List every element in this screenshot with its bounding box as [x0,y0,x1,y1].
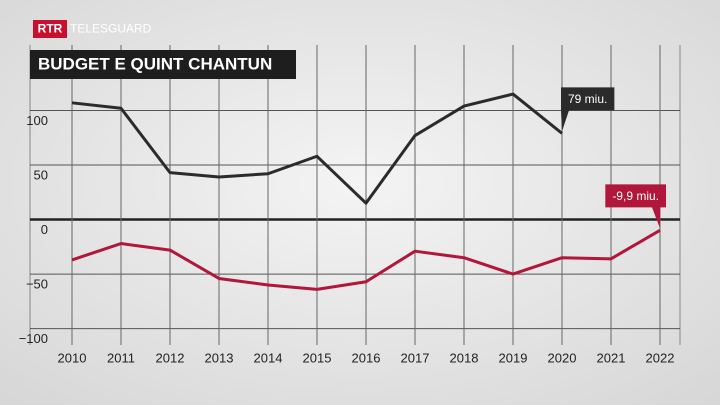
x-tick-label: 2022 [646,350,675,365]
title-box [30,50,296,79]
callout-box [605,184,666,229]
x-tick-label: 2010 [58,350,87,365]
y-tick-label: 0 [41,222,48,237]
x-tick-label: 2019 [499,350,528,365]
x-tick-label: 2011 [107,350,135,365]
y-tick-label: 100 [26,113,48,128]
value-label: 79 miu. [568,92,607,106]
x-tick-label: 2014 [254,350,283,365]
x-tick-label: 2018 [450,350,479,365]
x-tick-label: 2013 [205,350,234,365]
x-tick-label: 2016 [352,350,381,365]
y-tick-label: −100 [19,331,48,346]
x-tick-label: 2021 [597,350,626,365]
y-tick-label: −50 [26,277,48,292]
logo-badge: RTR [38,22,63,36]
x-tick-label: 2015 [303,350,332,365]
y-tick-label: 50 [34,167,48,182]
plot: −100 −50 0 50 100 2010 2011 2012 2013 2014 2015 201… [19,45,681,365]
value-label: -9,9 miu. [612,189,659,203]
chart-title: BUDGET E QUINT CHANTUN [38,54,272,73]
logo-name: TELESGUARD [70,22,152,36]
callout-box [561,87,615,132]
logo-badge-box [33,20,67,38]
x-tick-label: 2012 [156,350,185,365]
series-line [71,92,563,205]
x-tick-label: 2020 [548,350,577,365]
series-line [71,229,661,291]
x-tick-label: 2017 [401,350,430,365]
